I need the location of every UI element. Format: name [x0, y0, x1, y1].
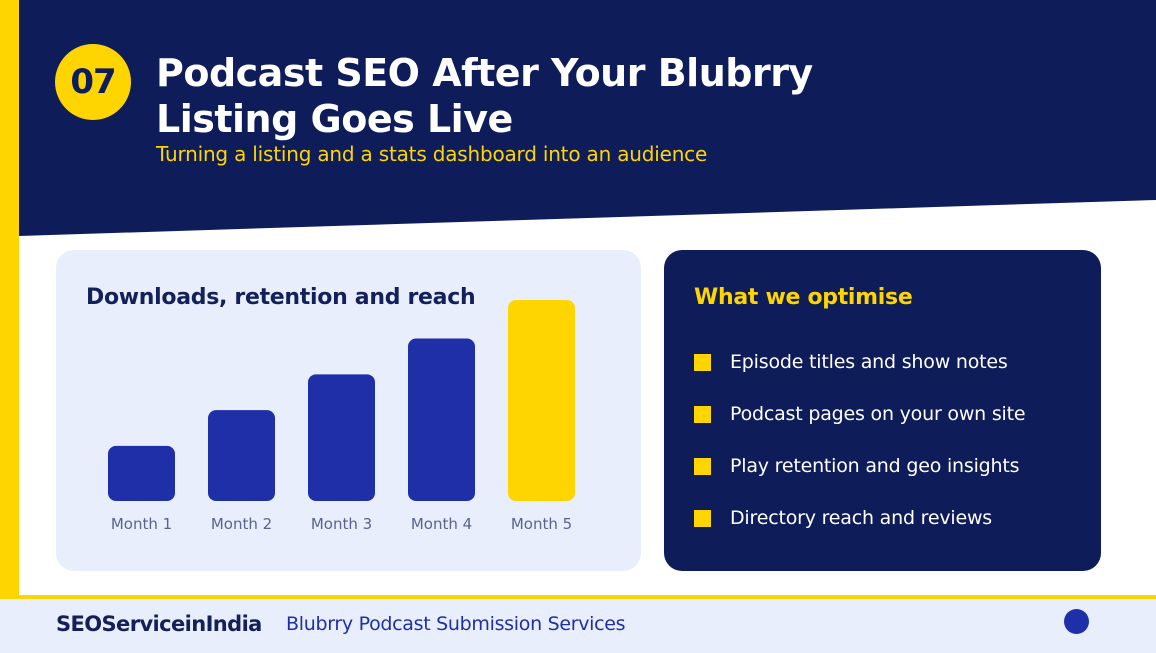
square-bullet-icon: [694, 457, 711, 475]
optimise-item-label: Play retention and geo insights: [730, 455, 1020, 477]
chart-card: Month 1 Month 2 Month 3 Month 4 Month 5 Down…: [56, 250, 641, 571]
optimise-title: What we optimise: [694, 285, 913, 310]
slide-subtitle: Turning a listing and a stats dashboard …: [156, 142, 708, 166]
optimise-item: Podcast pages on your own site: [694, 388, 1026, 440]
footer-dot-icon: [1064, 609, 1089, 634]
slide-title: Podcast SEO After Your Blubrry Listing G…: [156, 51, 813, 141]
square-bullet-icon: [694, 405, 711, 423]
left-accent-stripe: [0, 0, 19, 597]
footer-accent-line: [0, 595, 1156, 599]
slide-number-badge: 07: [55, 44, 131, 120]
square-bullet-icon: [694, 509, 711, 527]
optimise-item-label: Podcast pages on your own site: [730, 403, 1026, 425]
x-tick-label: Month 3: [311, 515, 372, 533]
chart-bar: [508, 300, 575, 501]
bar-chart: Month 1 Month 2 Month 3 Month 4 Month 5: [108, 300, 575, 533]
footer-service-name: Blubrry Podcast Submission Services: [286, 613, 626, 635]
chart-bar: [408, 338, 475, 501]
x-tick-label: Month 5: [511, 515, 572, 533]
footer-brand: SEOServiceinIndia: [56, 612, 262, 636]
optimise-card: What we optimise Episode titles and show…: [664, 250, 1101, 571]
chart-title: Downloads, retention and reach: [86, 285, 476, 310]
optimise-item: Directory reach and reviews: [694, 492, 1025, 544]
square-bullet-icon: [694, 353, 711, 371]
optimise-item-label: Directory reach and reviews: [730, 507, 992, 529]
optimise-item-label: Episode titles and show notes: [730, 351, 1008, 373]
optimise-item: Play retention and geo insights: [694, 440, 1025, 492]
header-banner: [19, 0, 1156, 236]
chart-bar: [308, 374, 375, 501]
optimise-list: Episode titles and show notes Podcast pa…: [694, 336, 1026, 544]
x-tick-label: Month 4: [411, 515, 472, 533]
footer-bar: SEOServiceinIndia Blubrry Podcast Submis…: [0, 599, 1156, 653]
optimise-item: Episode titles and show notes: [694, 336, 1025, 388]
x-tick-label: Month 1: [111, 515, 172, 533]
chart-bar: [208, 410, 275, 501]
chart-bar: [108, 445, 175, 501]
x-tick-label: Month 2: [211, 515, 272, 533]
